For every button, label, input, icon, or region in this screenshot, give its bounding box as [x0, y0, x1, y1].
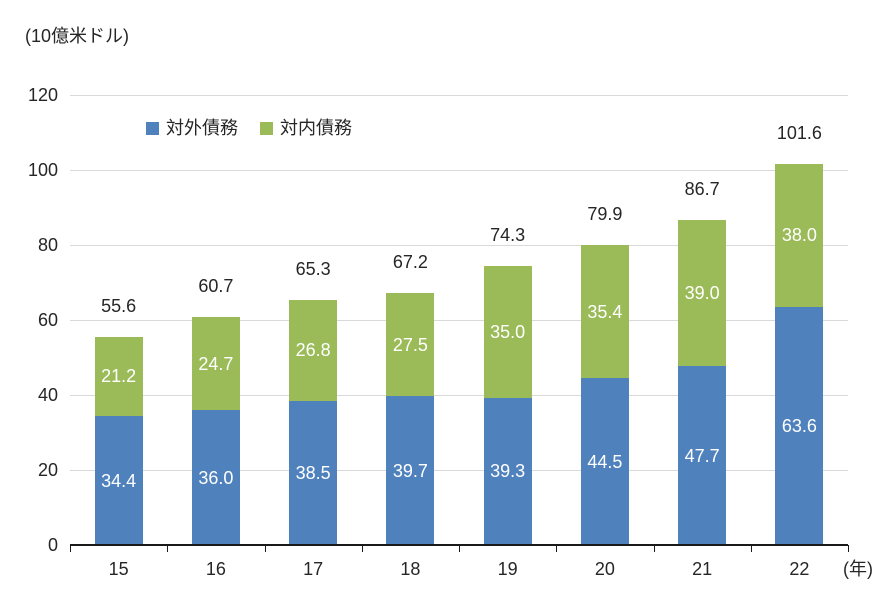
x-axis-tick-mark: [167, 545, 169, 552]
bar-total-label: 74.3: [490, 225, 526, 246]
bar-segment-external: [289, 400, 338, 545]
bar-segment-value-label: 35.0: [490, 322, 526, 342]
bar-segment-value-label: 24.7: [198, 353, 234, 374]
bar-segment-domestic: [94, 336, 143, 416]
y-tick-label: 60: [37, 310, 58, 330]
x-axis-tick-mark: [361, 545, 363, 552]
x-tick-label: 17: [303, 559, 324, 579]
legend-swatch-external-debt-icon: [146, 121, 159, 135]
gridline: [70, 469, 848, 471]
x-axis-tick-mark: [556, 545, 558, 552]
x-tick-label: 21: [692, 559, 713, 579]
bar-segment-value-label: 44.5: [587, 451, 623, 472]
bar-segment-external: [94, 416, 143, 545]
bar-segment-value-label: 39.7: [392, 460, 428, 481]
x-axis-tick-mark: [459, 545, 460, 552]
legend-swatch-domestic-debt-icon: [260, 121, 273, 135]
bar-segment-value-label: 39.3: [490, 461, 526, 482]
bar-segment-domestic: [483, 266, 532, 398]
bar-segment-value-label: 36.0: [198, 467, 234, 488]
bar-total-label: 60.7: [198, 276, 234, 297]
bar-segment-value-label: 34.4: [101, 470, 137, 491]
bar-segment-value-label: 63.6: [781, 415, 817, 436]
y-tick-label: 20: [37, 460, 58, 480]
bar-segment-value-label: 38.5: [295, 462, 331, 483]
x-tick-label: 18: [400, 559, 421, 579]
bar-segment-external: [191, 410, 240, 545]
x-axis-unit-label: (年): [843, 559, 873, 579]
bar-segment-value-label: 47.7: [684, 445, 720, 466]
bar-segment-value-label: 38.0: [781, 225, 817, 246]
x-axis-tick-mark: [848, 545, 849, 552]
bar-total-label: 67.2: [392, 252, 428, 272]
x-axis-tick-mark: [70, 545, 71, 552]
x-axis-tick-mark: [750, 545, 752, 552]
legend-item-external-debt: 対外債務: [146, 116, 238, 140]
bar-segment-external: [580, 378, 629, 545]
bar-segment-value-label: 39.0: [684, 283, 720, 303]
bar-segment-domestic: [678, 219, 727, 367]
gridline: [70, 394, 848, 396]
y-tick-label: 100: [27, 160, 58, 180]
gridline: [70, 94, 848, 96]
x-tick-label: 15: [108, 559, 129, 579]
bar-segment-external: [386, 396, 435, 545]
y-tick-label: 0: [47, 535, 58, 555]
bar-total-label: 86.7: [684, 178, 720, 199]
bar-segment-external: [678, 366, 727, 545]
x-axis-tick-mark: [653, 545, 655, 552]
gridline: [70, 319, 848, 321]
y-tick-label: 80: [37, 235, 58, 255]
x-tick-label: 16: [205, 559, 226, 579]
x-tick-label: 19: [497, 559, 518, 579]
legend: 対外債務 対内債務: [146, 116, 352, 140]
bar-total-label: 101.6: [776, 123, 822, 143]
x-tick-label: 22: [789, 559, 810, 579]
bar-total-label: 65.3: [295, 259, 331, 280]
bar-segment-domestic: [775, 164, 824, 307]
bar-total-label: 55.6: [101, 295, 137, 316]
bar-segment-domestic: [580, 245, 629, 379]
gridline: [70, 169, 848, 171]
y-tick-label: 40: [37, 385, 58, 405]
legend-label-domestic-debt: 対内債務: [280, 118, 352, 138]
bar-segment-domestic: [386, 293, 435, 397]
bar-total-label: 79.9: [587, 204, 623, 225]
bar-segment-domestic: [289, 300, 338, 401]
bar-segment-value-label: 26.8: [295, 340, 331, 361]
bar-segment-external: [483, 397, 532, 545]
legend-label-external-debt: 対外債務: [166, 118, 238, 138]
y-tick-label: 120: [27, 85, 58, 105]
gridline: [70, 244, 848, 246]
bar-segment-value-label: 21.2: [101, 366, 137, 387]
x-axis-tick-mark: [264, 545, 266, 552]
bar-segment-value-label: 35.4: [587, 301, 623, 322]
legend-item-domestic-debt: 対内債務: [260, 116, 352, 140]
x-tick-label: 20: [594, 559, 615, 579]
bar-segment-value-label: 27.5: [392, 334, 428, 355]
bar-segment-external: [775, 306, 824, 545]
bar-segment-domestic: [191, 317, 240, 410]
y-axis-unit-label: (10億米ドル): [25, 26, 130, 46]
